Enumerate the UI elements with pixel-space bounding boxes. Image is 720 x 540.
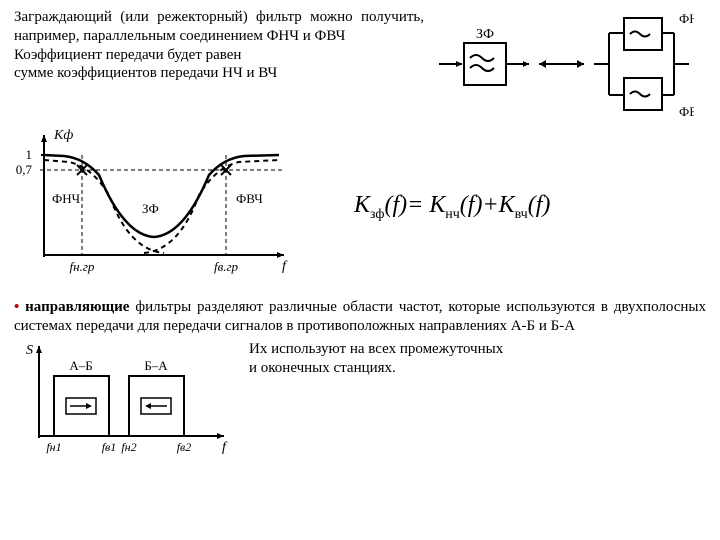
svg-text:fв2: fв2: [177, 440, 192, 454]
svg-text:ФВЧ: ФВЧ: [679, 104, 694, 119]
block-diagram: ЗФ ФНЧ: [434, 8, 694, 123]
svg-text:S: S: [26, 343, 33, 358]
svg-text:f: f: [222, 440, 228, 455]
paragraph-text: сумме коэффициентов передачи НЧ и ВЧ: [14, 64, 424, 83]
svg-text:fв.гр: fв.гр: [214, 259, 239, 274]
filter-response-chart: Kф f 1 0,7 fн.гр fв.гр: [14, 125, 294, 290]
paragraph-text: • направляющие фильтры разделяют различн…: [14, 298, 706, 336]
svg-text:1: 1: [26, 147, 33, 162]
paragraph-text: Их используют на всех промежуточных и ок…: [249, 336, 706, 379]
svg-text:ФВЧ: ФВЧ: [236, 191, 263, 206]
svg-text:ЗФ: ЗФ: [142, 201, 159, 216]
svg-text:Б–А: Б–А: [144, 358, 168, 373]
paragraph-text: Заграждающий (или режекторный) фильтр мо…: [14, 8, 424, 46]
svg-text:ФНЧ: ФНЧ: [679, 11, 694, 26]
svg-text:fв1: fв1: [102, 440, 117, 454]
svg-text:f: f: [282, 259, 288, 274]
formula-text: Кзф(f)= Кнч(f)+Квч(f): [354, 192, 550, 223]
svg-text:ЗФ: ЗФ: [476, 27, 494, 42]
svg-text:fн1: fн1: [46, 440, 61, 454]
svg-text:ФНЧ: ФНЧ: [52, 191, 81, 206]
svg-text:Kф: Kф: [53, 128, 73, 143]
bullet-icon: •: [14, 299, 25, 315]
direction-chart: S f А–Б Б–А fн1 fв1 fн2 fв2: [14, 336, 234, 456]
svg-text:fн2: fн2: [121, 440, 136, 454]
svg-text:fн.гр: fн.гр: [70, 259, 95, 274]
paragraph-text: Коэффициент передачи будет равен: [14, 46, 424, 65]
svg-text:0,7: 0,7: [16, 162, 33, 177]
svg-text:А–Б: А–Б: [69, 358, 92, 373]
